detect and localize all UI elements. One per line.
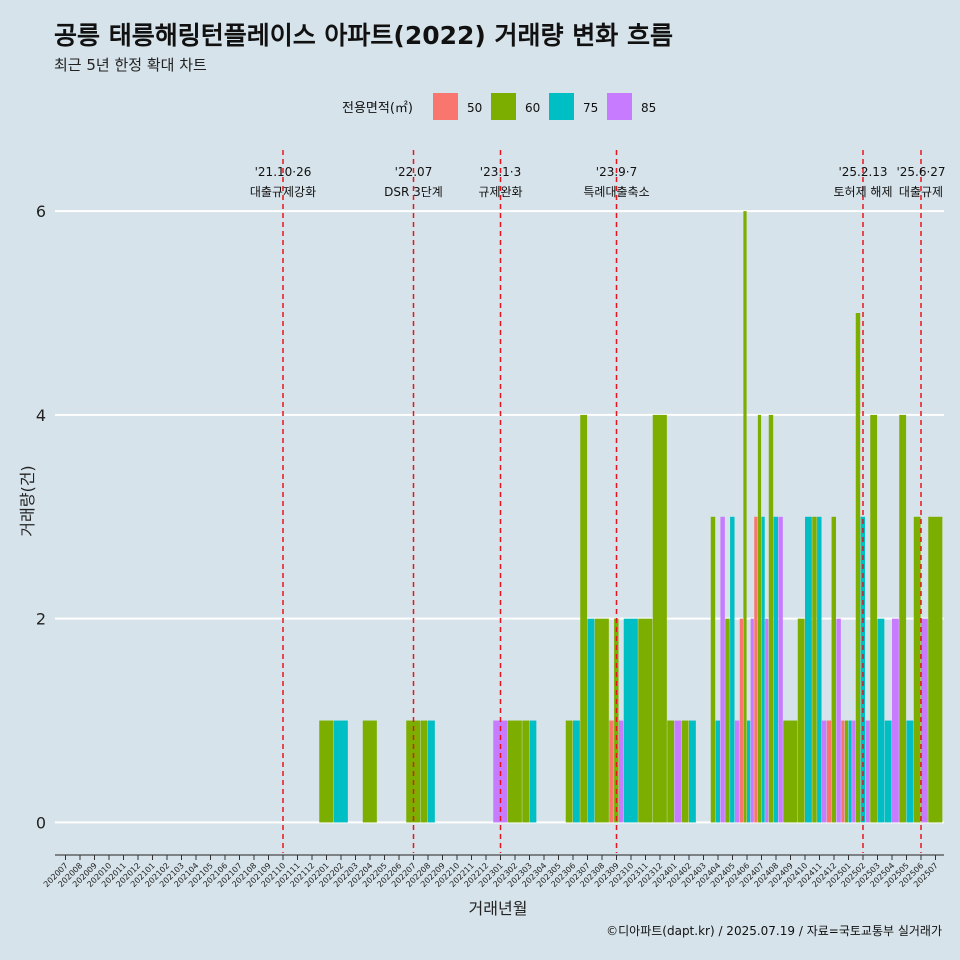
bar bbox=[420, 720, 428, 823]
bar bbox=[580, 414, 588, 823]
bar bbox=[892, 618, 899, 823]
legend-label: 50 bbox=[467, 101, 482, 115]
chart-subtitle: 최근 5년 한정 확대 차트 bbox=[54, 56, 207, 74]
bar bbox=[667, 720, 675, 823]
bar bbox=[715, 720, 721, 823]
legend-swatch bbox=[433, 93, 458, 120]
bar bbox=[817, 516, 822, 823]
y-tick-label: 2 bbox=[36, 610, 46, 629]
legend-swatch bbox=[491, 93, 516, 120]
source-caption: ©디아파트(dapt.kr) / 2025.07.19 / 자료=국토교통부 실… bbox=[606, 924, 942, 938]
legend-title: 전용면적(㎡) bbox=[342, 101, 413, 116]
bar bbox=[725, 618, 730, 823]
bar bbox=[826, 720, 832, 823]
event-label: 규제완화 bbox=[478, 185, 522, 199]
y-tick-label: 4 bbox=[36, 406, 46, 425]
bar bbox=[928, 516, 943, 823]
bar bbox=[768, 414, 774, 823]
bar bbox=[618, 720, 624, 823]
event-date-label: '23.1·3 bbox=[480, 165, 521, 179]
event-date-label: '25.6·27 bbox=[896, 165, 945, 179]
bar bbox=[852, 720, 856, 823]
bar bbox=[689, 720, 696, 823]
legend-label: 75 bbox=[583, 101, 598, 115]
bar bbox=[710, 516, 716, 823]
event-date-label: '25.2.13 bbox=[838, 165, 887, 179]
bar bbox=[757, 414, 762, 823]
y-tick-label: 0 bbox=[36, 813, 46, 832]
bar bbox=[921, 618, 928, 823]
bar bbox=[821, 720, 827, 823]
bar bbox=[877, 618, 885, 823]
bar bbox=[836, 618, 841, 823]
event-label: DSR 3단계 bbox=[384, 185, 443, 199]
bar bbox=[812, 516, 817, 823]
bar bbox=[848, 720, 852, 823]
bar bbox=[860, 516, 866, 823]
bar bbox=[855, 313, 861, 823]
bar bbox=[743, 211, 747, 823]
bar bbox=[913, 516, 921, 823]
bar bbox=[594, 618, 609, 823]
bar bbox=[638, 618, 653, 823]
bar bbox=[507, 720, 522, 823]
bar bbox=[865, 720, 870, 823]
bar bbox=[783, 720, 798, 823]
bar bbox=[899, 414, 907, 823]
legend-label: 60 bbox=[525, 101, 540, 115]
bar bbox=[428, 720, 435, 823]
bar bbox=[734, 720, 740, 823]
bar bbox=[362, 720, 377, 823]
bar bbox=[778, 516, 783, 823]
bar bbox=[750, 618, 754, 823]
bar bbox=[573, 720, 580, 823]
bar bbox=[805, 516, 812, 823]
bar bbox=[609, 720, 614, 823]
legend-label: 85 bbox=[641, 101, 656, 115]
y-tick-label: 6 bbox=[36, 202, 46, 221]
event-date-label: '23.9·7 bbox=[596, 165, 637, 179]
chart-title: 공릉 태릉해링턴플레이스 아파트(2022) 거래량 변화 흐름 bbox=[54, 21, 673, 50]
bar bbox=[652, 414, 667, 823]
bar bbox=[587, 618, 595, 823]
bar bbox=[319, 720, 334, 823]
bar bbox=[906, 720, 914, 823]
bar bbox=[761, 516, 765, 823]
bar bbox=[844, 720, 849, 823]
legend-swatch bbox=[549, 93, 574, 120]
bar bbox=[333, 720, 348, 823]
legend-swatch bbox=[607, 93, 632, 120]
event-label: 대출규제 bbox=[899, 185, 943, 199]
bar bbox=[765, 618, 769, 823]
event-label: 대출규제강화 bbox=[250, 185, 316, 199]
x-axis-title: 거래년월 bbox=[469, 899, 528, 918]
bar bbox=[529, 720, 537, 823]
event-date-label: '22.07 bbox=[395, 165, 433, 179]
bar bbox=[884, 720, 892, 823]
bar bbox=[747, 720, 751, 823]
bar bbox=[831, 516, 837, 823]
bar bbox=[681, 720, 689, 823]
bar bbox=[841, 720, 845, 823]
bar bbox=[773, 516, 779, 823]
event-label: 특례대출축소 bbox=[583, 185, 649, 199]
bar bbox=[565, 720, 573, 823]
event-label: 토허제 해제 bbox=[833, 185, 892, 199]
bar bbox=[797, 618, 805, 823]
bar bbox=[870, 414, 878, 823]
bar bbox=[623, 618, 638, 823]
bar bbox=[522, 720, 530, 823]
event-date-label: '21.10·26 bbox=[255, 165, 312, 179]
bar bbox=[754, 516, 758, 823]
y-axis-title: 거래량(건) bbox=[18, 465, 37, 536]
bar bbox=[730, 516, 735, 823]
bar bbox=[720, 516, 725, 823]
bar bbox=[739, 618, 743, 823]
bar bbox=[674, 720, 682, 823]
